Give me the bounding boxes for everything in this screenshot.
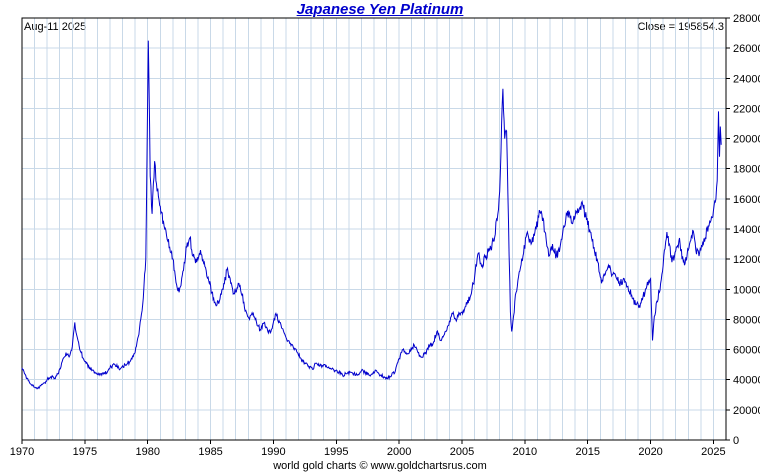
y-tick-label: 120000	[733, 254, 760, 266]
y-tick-label: 160000	[733, 194, 760, 206]
y-tick-label: 200000	[733, 134, 760, 146]
y-tick-label: 280000	[733, 13, 760, 25]
x-tick-label: 1970	[10, 446, 34, 458]
footer-credit: world gold charts © www.goldchartsrus.co…	[273, 460, 487, 472]
y-tick-label: 220000	[733, 103, 760, 115]
y-tick-label: 0	[733, 435, 739, 447]
x-tick-label: 2015	[575, 446, 599, 458]
x-tick-label: 1975	[73, 446, 97, 458]
price-line	[21, 40, 722, 390]
page-title: Japanese Yen Platinum	[296, 1, 464, 18]
axes	[21, 17, 730, 444]
x-tick-label: 2005	[450, 446, 474, 458]
axis-labels: 1970 1975 1980 1985 1990 1995 2000 2005 2010 2015…	[10, 13, 760, 458]
date-label: Aug-11 2025	[24, 21, 87, 33]
y-tick-label: 80000	[733, 314, 760, 326]
y-tick-label: 20000	[733, 405, 760, 417]
x-tick-label: 1990	[261, 446, 285, 458]
x-tick-label: 2025	[701, 446, 725, 458]
x-tick-label: 2010	[513, 446, 537, 458]
x-tick-label: 2020	[638, 446, 662, 458]
grid	[21, 17, 727, 441]
y-tick-label: 240000	[733, 73, 760, 85]
y-tick-label: 40000	[733, 375, 760, 387]
x-tick-label: 1980	[135, 446, 159, 458]
y-tick-label: 140000	[733, 224, 760, 236]
y-tick-label: 60000	[733, 345, 760, 357]
y-tick-label: 260000	[733, 43, 760, 55]
x-tick-label: 1995	[324, 446, 348, 458]
close-value-label: Close = 195854.3	[637, 21, 724, 33]
y-tick-label: 100000	[733, 284, 760, 296]
y-tick-label: 180000	[733, 164, 760, 176]
x-tick-label: 1985	[198, 446, 222, 458]
x-tick-label: 2000	[387, 446, 411, 458]
